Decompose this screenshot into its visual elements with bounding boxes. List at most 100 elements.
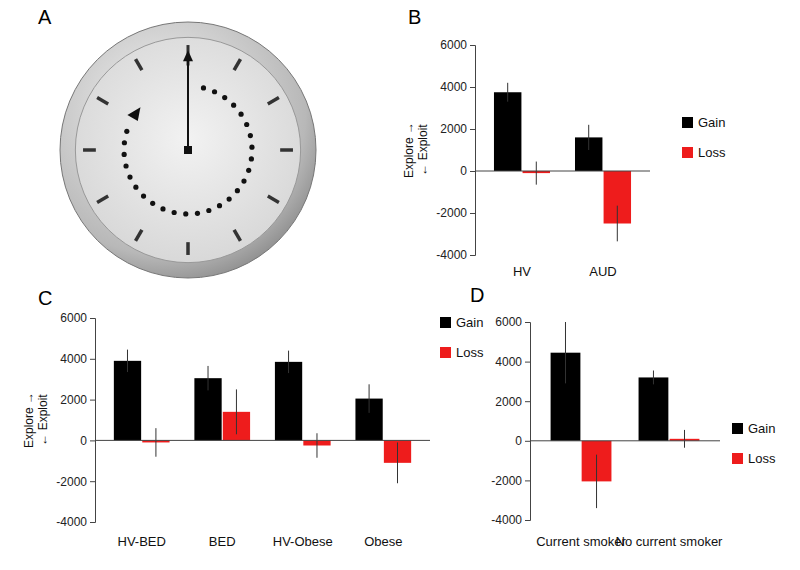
clock-dot [127, 174, 132, 179]
x-axis-line [530, 440, 720, 441]
clock-dot [248, 133, 253, 138]
x-tick-label: No current smoker [616, 534, 724, 549]
error-bar [653, 371, 654, 385]
clock-dot [195, 211, 200, 216]
clock-bezel [60, 22, 316, 278]
legend-swatch [440, 317, 451, 328]
y-tick-mark [525, 401, 530, 402]
clock-dot [201, 85, 206, 90]
clock-tick [83, 148, 96, 152]
error-bar [316, 433, 317, 457]
y-tick-label: 2000 [440, 122, 467, 136]
y-tick-label: 4000 [60, 352, 87, 366]
y-tick-mark [525, 322, 530, 323]
clock-dot [246, 168, 251, 173]
legend-label: Gain [456, 315, 483, 330]
y-tick-label: -2000 [56, 475, 87, 489]
bar [639, 377, 669, 440]
legend-label: Loss [698, 145, 726, 160]
clock-dot [222, 95, 227, 100]
y-axis-title: Explore → [22, 392, 36, 448]
clock-hand-arrow [183, 50, 193, 61]
clock-tick [234, 59, 240, 70]
legend: Gain Loss [682, 115, 726, 160]
clock-dot-arrow [127, 107, 140, 121]
legend-swatch [732, 453, 743, 464]
clock-face [75, 37, 300, 262]
y-tick-label: -4000 [56, 515, 87, 529]
y-tick-label: 6000 [495, 315, 522, 329]
y-tick-label: -4000 [436, 248, 467, 262]
y-tick-label: 6000 [440, 38, 467, 52]
legend: GainLoss [732, 421, 776, 466]
legend: GainLoss [440, 315, 484, 360]
clock-dot [231, 103, 236, 108]
error-bar [208, 366, 209, 390]
clock-dot [141, 193, 146, 198]
y-tick-mark [90, 481, 95, 482]
x-tick-label: Obese [364, 534, 402, 549]
clock-tick [136, 230, 142, 241]
y-axis: -4000 -2000 0 2000 4000 6000 [56, 311, 95, 529]
bar [494, 92, 521, 171]
panel-label: B [408, 6, 421, 28]
y-tick-mark [470, 87, 475, 88]
y-axis-line [470, 46, 476, 256]
x-tick-label: HV-Obese [273, 534, 333, 549]
y-tick-mark [470, 171, 475, 172]
y-tick-mark [525, 480, 530, 481]
clock-tick [280, 148, 293, 152]
error-bar [596, 455, 597, 508]
y-tick: 4000 [60, 352, 95, 366]
y-tick: 2000 [440, 122, 475, 136]
figure: AB-4000-20000200040006000Explore →← Expl… [0, 0, 800, 570]
clock-dot [227, 196, 232, 201]
y-tick: -2000 [491, 474, 530, 488]
error-bar [369, 384, 370, 413]
y-tick-mark [470, 129, 475, 130]
clock-tick [186, 242, 190, 255]
clock-dot [122, 140, 127, 145]
y-tick-mark [525, 362, 530, 363]
y-tick-label: 0 [460, 164, 467, 178]
clock-dot [212, 89, 217, 94]
panel-label: C [38, 287, 52, 309]
plot-marks [551, 322, 700, 508]
legend-label: Gain [698, 115, 725, 130]
error-bar [617, 206, 618, 242]
error-bar [588, 125, 589, 150]
bar-panel: B-4000-20000200040006000Explore →← Explo… [402, 6, 726, 279]
clock-dot [244, 122, 249, 127]
y-axis-title: ← Exploit [36, 394, 50, 446]
y-tick: -4000 [436, 248, 475, 262]
clock-tick [97, 196, 108, 202]
clock-dot [249, 145, 254, 150]
y-tick: 2000 [60, 393, 95, 407]
y-axis: -4000-20000200040006000 [491, 315, 530, 527]
y-tick-mark [525, 441, 530, 442]
legend-label: Loss [748, 451, 776, 466]
error-bar [565, 322, 566, 383]
y-tick: 6000 [440, 38, 475, 52]
y-tick-mark [90, 359, 95, 360]
legend-swatch [440, 347, 451, 358]
clock-tick [268, 196, 279, 202]
y-tick-label: 0 [80, 434, 87, 448]
clock-dot [123, 163, 128, 168]
y-tick-mark [470, 255, 475, 256]
y-tick-mark [90, 318, 95, 319]
error-bar [397, 442, 398, 483]
clock-dot [238, 112, 243, 117]
legend-swatch [682, 117, 693, 128]
error-bar [536, 162, 537, 185]
error-bar [127, 350, 128, 372]
y-tick: 6000 [60, 311, 95, 325]
y-tick: 0 [460, 164, 475, 178]
clock-dot [206, 208, 211, 213]
clock-tick [136, 59, 142, 70]
clock-center [184, 146, 192, 154]
x-axis-line [475, 171, 650, 172]
y-axis-title: Explore → [402, 122, 416, 178]
clock-dot [124, 129, 129, 134]
y-tick: -4000 [56, 515, 95, 529]
